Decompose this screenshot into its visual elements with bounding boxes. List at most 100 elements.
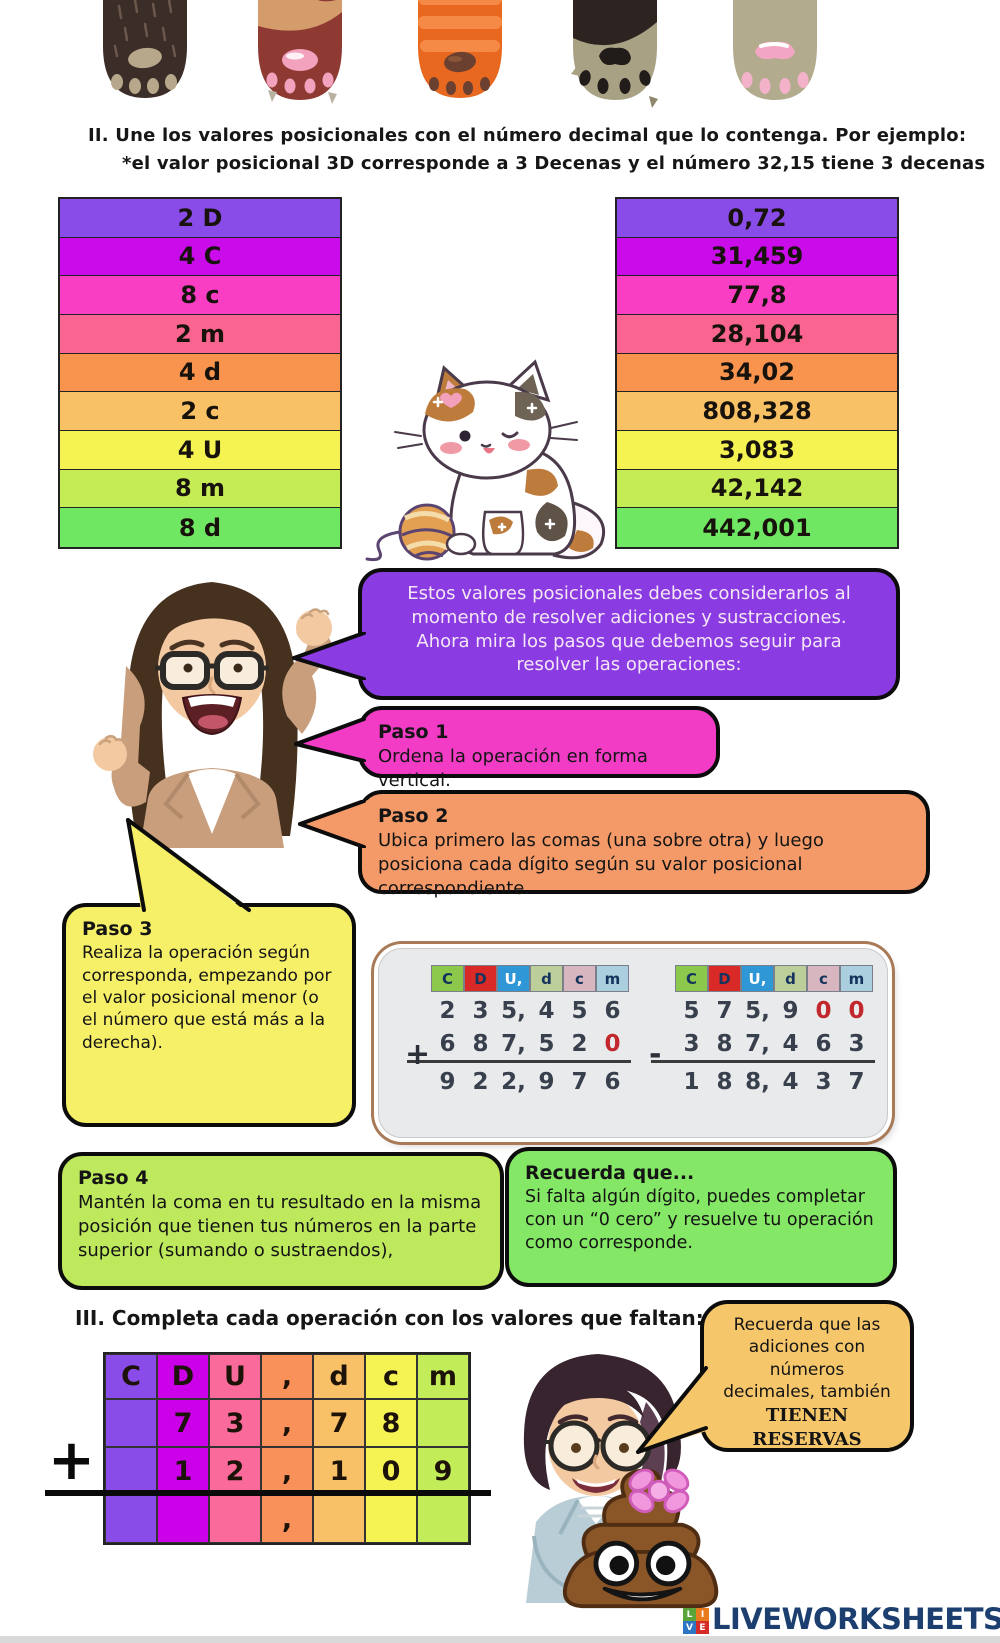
match-left-item[interactable]: 2 D	[60, 199, 340, 238]
match-right-item[interactable]: 442,001	[617, 508, 897, 547]
digit: 5	[538, 1030, 555, 1057]
paso1-title: Paso 1	[378, 721, 449, 743]
paso4-body: Mantén la coma en tu resultado en la mis…	[78, 1192, 482, 1261]
header-cell-D: D	[464, 965, 497, 992]
paso2-title: Paso 2	[378, 805, 449, 827]
digit: 2	[571, 1030, 588, 1057]
match-right-item[interactable]: 31,459	[617, 237, 897, 277]
digit: 4	[782, 1068, 799, 1095]
digit-filled-zero: 0	[815, 997, 832, 1024]
match-right-item[interactable]: 77,8	[617, 276, 897, 315]
intro-speech-bubble: Estos valores posicionales debes conside…	[358, 568, 900, 700]
answer-cell[interactable]	[313, 1495, 365, 1543]
match-right-item[interactable]: 28,104	[617, 315, 897, 354]
match-left-item[interactable]: 4 U	[60, 431, 340, 470]
match-left-item[interactable]: 4 d	[60, 353, 340, 393]
paso4-speech-bubble: Paso 4 Mantén la coma en tu resultado en…	[58, 1152, 504, 1290]
paso3-body: Realiza la operación según corresponda, …	[82, 943, 332, 1053]
decimal-number-column: 0,72 31,459 77,8 28,104 34,02 808,328 3,…	[615, 197, 899, 549]
addition-example: C D U, d c m + 2 3 5, 4 5 6 6 8 7, 5 2 0 9 2 2, 9 7 6	[405, 965, 631, 1096]
digit: 3	[683, 1030, 700, 1057]
comma-cell: ,	[261, 1495, 313, 1543]
addend-row: 2 3 5, 4 5 6	[431, 996, 631, 1025]
match-right-item[interactable]: 34,02	[617, 353, 897, 393]
header-cell-U: U,	[741, 965, 774, 992]
match-left-item[interactable]: 8 d	[60, 508, 340, 547]
place-value-column: 2 D 4 C 8 c 2 m 4 d 2 c 4 U 8 m 8 d	[58, 197, 342, 549]
match-right-item[interactable]: 42,142	[617, 469, 897, 509]
match-left-item[interactable]: 8 m	[60, 469, 340, 509]
recuerda-speech-bubble: Recuerda que... Si falta algún dígito, p…	[505, 1147, 897, 1287]
given-digit-cell: 9	[417, 1447, 469, 1495]
answer-cell[interactable]	[417, 1495, 469, 1543]
digit-filled-zero: 0	[604, 1030, 621, 1057]
difference-line	[651, 1060, 875, 1063]
digit: 7,	[745, 1030, 770, 1057]
place-value-header: C D U, d c m	[675, 965, 875, 992]
example-operations-panel: C D U, d c m + 2 3 5, 4 5 6 6 8 7, 5 2 0 9 2 2, 9 7 6 C	[378, 948, 888, 1138]
section3-heading: III. Completa cada operación con los val…	[75, 1306, 704, 1330]
paso1-bubble-tail	[294, 718, 368, 762]
header-cell-C: C	[675, 965, 708, 992]
given-digit-cell: 1	[313, 1447, 365, 1495]
header-cell-d: d	[774, 965, 807, 992]
poop-emoji-illustration	[562, 1468, 719, 1609]
badge-letter-L: L	[683, 1608, 696, 1621]
paso2-body: Ubica primero las comas (una sobre otra)…	[378, 830, 824, 899]
given-digit-cell: 3	[209, 1399, 261, 1447]
intro-bubble-tail	[292, 632, 368, 680]
match-left-item[interactable]: 4 C	[60, 237, 340, 277]
digit-filled-zero: 0	[848, 997, 865, 1024]
col-header-D: D	[157, 1354, 209, 1399]
match-left-item[interactable]: 2 c	[60, 392, 340, 431]
minus-operator: -	[649, 1037, 662, 1072]
match-right-item[interactable]: 3,083	[617, 431, 897, 470]
header-cell-D: D	[708, 965, 741, 992]
given-digit-cell: 8	[365, 1399, 417, 1447]
subtraction-example: C D U, d c m - 5 7 5, 9 0 0 3 8 7, 4 6 3 1 8 8, 4 3 7	[649, 965, 875, 1096]
answer-cell[interactable]	[105, 1399, 157, 1447]
liveworksheets-logo[interactable]: LIVEWORKSHEETS	[712, 1602, 1000, 1636]
match-right-item[interactable]: 0,72	[617, 199, 897, 238]
answer-cell[interactable]	[105, 1447, 157, 1495]
paso1-body: Ordena la operación en forma vertical.	[378, 746, 648, 791]
match-right-item[interactable]: 808,328	[617, 392, 897, 431]
header-cell-U: U,	[497, 965, 530, 992]
given-digit-cell: 0	[365, 1447, 417, 1495]
answer-cell[interactable]	[365, 1495, 417, 1543]
result-row: 9 2 2, 9 7 6	[431, 1067, 631, 1096]
digit: 5	[571, 997, 588, 1024]
answer-cell[interactable]	[209, 1495, 261, 1543]
comma-cell: ,	[261, 1447, 313, 1495]
digit: 4	[782, 1030, 799, 1057]
paso1-speech-bubble: Paso 1 Ordena la operación en forma vert…	[358, 706, 720, 791]
recuerda-body: Si falta algún dígito, puedes completar …	[525, 1187, 874, 1254]
paso2-bubble-tail	[298, 800, 368, 848]
answer-cell[interactable]	[417, 1399, 469, 1447]
digit: 9	[782, 997, 799, 1024]
match-left-item[interactable]: 8 c	[60, 276, 340, 315]
section2-heading-line2: *el valor posicional 3D corresponde a 3 …	[122, 153, 986, 174]
header-cell-c: c	[563, 965, 596, 992]
reservas-line1: Recuerda que las	[733, 1315, 881, 1335]
reservas-emphasis: TIENEN RESERVAS	[752, 1404, 862, 1450]
comma-cell: ,	[261, 1399, 313, 1447]
paso3-speech-bubble: Paso 3 Realiza la operación según corres…	[62, 903, 356, 1127]
intro-bubble-text-2: Ahora mira los pasos que debemos seguir …	[416, 630, 842, 676]
cat-illustration	[365, 359, 606, 562]
col-header-C: C	[105, 1354, 157, 1399]
given-digit-cell: 7	[157, 1399, 209, 1447]
digit: 8	[472, 1030, 489, 1057]
paso2-speech-bubble: Paso 2 Ubica primero las comas (una sobr…	[358, 790, 930, 899]
answer-cell[interactable]	[105, 1495, 157, 1543]
liveworksheets-badge[interactable]: L I V E	[683, 1608, 709, 1634]
bottom-divider	[0, 1636, 1000, 1643]
col-header-c: c	[365, 1354, 417, 1399]
match-left-item[interactable]: 2 m	[60, 315, 340, 354]
header-cell-m: m	[596, 965, 629, 992]
digit: 4	[538, 997, 555, 1024]
paso3-bubble-tail	[126, 818, 254, 918]
reservas-bubble-tail	[636, 1366, 710, 1454]
answer-cell[interactable]	[157, 1495, 209, 1543]
